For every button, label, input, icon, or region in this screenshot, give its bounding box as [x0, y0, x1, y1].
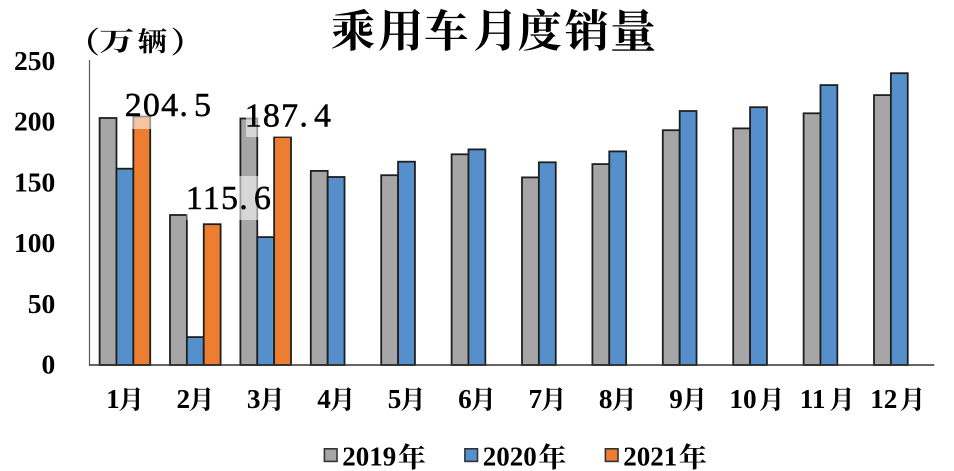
svg-text:100: 100: [14, 227, 55, 258]
svg-text:2020: 2020: [483, 441, 537, 471]
svg-text:187.4: 187. 4: [245, 98, 333, 135]
svg-text:0: 0: [42, 349, 56, 380]
svg-text:50: 50: [28, 288, 56, 319]
svg-text:12: 12: [870, 384, 897, 414]
svg-text:7: 7: [529, 384, 543, 414]
svg-text:115.6: 115. 6: [186, 180, 272, 217]
svg-text:4: 4: [317, 384, 331, 414]
svg-text:5: 5: [388, 384, 402, 414]
svg-text:9: 9: [669, 384, 683, 414]
svg-text:204.5: 204. 5: [125, 87, 213, 124]
svg-text:6: 6: [458, 384, 472, 414]
svg-text:2021: 2021: [623, 441, 677, 471]
svg-text:200: 200: [14, 106, 55, 137]
svg-text:150: 150: [14, 166, 55, 197]
svg-text:3: 3: [247, 384, 261, 414]
svg-text:250: 250: [14, 45, 55, 76]
svg-text:1: 1: [106, 384, 120, 414]
svg-text:2019: 2019: [342, 441, 396, 471]
svg-text:2: 2: [177, 384, 191, 414]
svg-text:10: 10: [729, 384, 756, 414]
svg-text:11: 11: [800, 384, 826, 414]
svg-text:8: 8: [599, 384, 613, 414]
